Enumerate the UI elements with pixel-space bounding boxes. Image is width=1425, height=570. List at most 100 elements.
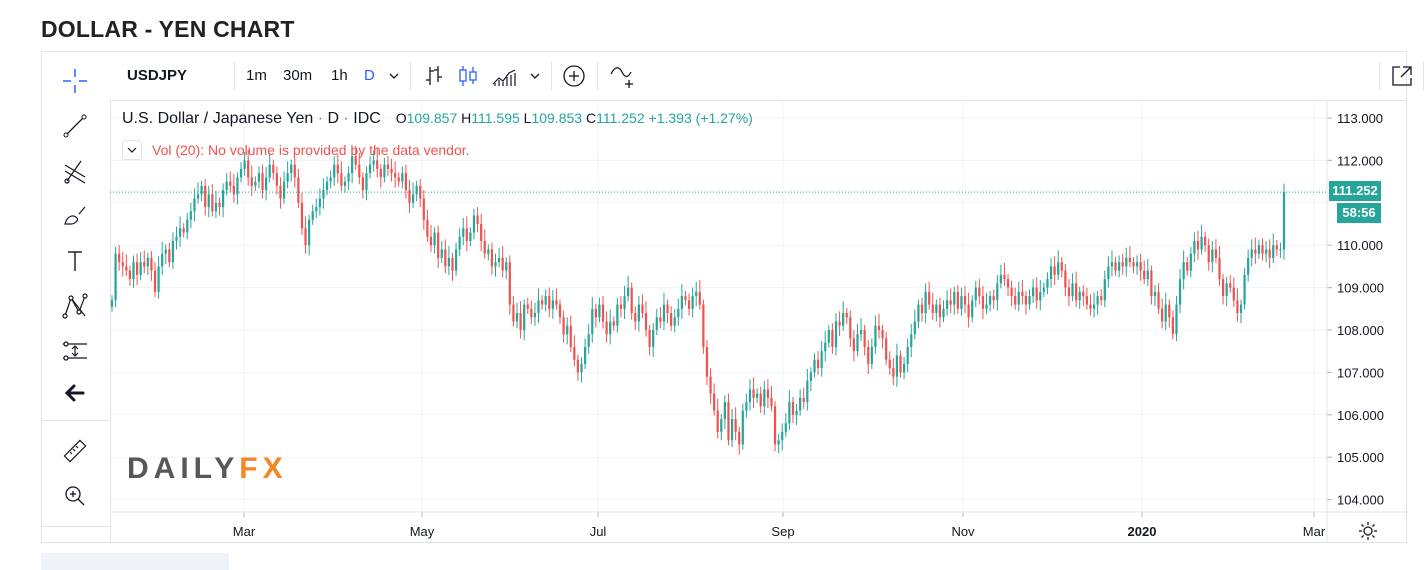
candle-body xyxy=(902,363,906,373)
candle-body xyxy=(1264,249,1268,254)
candle-body xyxy=(637,304,640,322)
x-tick-label: Jul xyxy=(590,524,607,539)
interval-1m-button[interactable]: 1m xyxy=(246,67,267,84)
candle-body xyxy=(723,402,726,420)
indicators-icon[interactable] xyxy=(491,64,519,88)
text-icon[interactable] xyxy=(56,242,94,280)
candle-body xyxy=(182,228,185,233)
y-tick-label: 108.000 xyxy=(1337,323,1384,338)
low-label: L xyxy=(523,110,532,126)
crosshair-icon[interactable] xyxy=(56,62,94,100)
candle-body xyxy=(429,236,433,246)
candle-body xyxy=(666,304,669,314)
candle-body xyxy=(756,393,759,398)
candle-body xyxy=(824,342,827,352)
ruler-icon[interactable] xyxy=(56,432,94,470)
candle-style-icon[interactable] xyxy=(456,64,480,88)
fib-retracement-icon[interactable] xyxy=(56,152,94,190)
candle-body xyxy=(1229,283,1232,288)
x-tick-label: May xyxy=(410,524,435,539)
candle-body xyxy=(300,202,304,229)
candle-body xyxy=(1204,236,1207,246)
candle-body xyxy=(1010,287,1013,297)
candle-body xyxy=(895,355,899,377)
candle-body xyxy=(974,287,977,301)
candle-body xyxy=(422,198,425,220)
popout-icon[interactable] xyxy=(1390,64,1414,88)
candle-body xyxy=(1268,249,1271,258)
candle-body xyxy=(275,173,278,186)
candle-body xyxy=(128,270,132,280)
candle-body xyxy=(648,330,651,347)
collapse-legend-icon[interactable] xyxy=(122,140,142,160)
symbol-search-button[interactable]: USDJPY xyxy=(127,67,188,84)
candle-body xyxy=(1075,283,1078,301)
candle-body xyxy=(1118,262,1121,271)
open-label: O xyxy=(395,110,407,126)
candle-body xyxy=(1032,287,1035,297)
candle-body xyxy=(1254,249,1257,254)
candle-body xyxy=(186,219,189,233)
candle-body xyxy=(827,330,830,343)
candle-body xyxy=(838,321,841,326)
candle-body xyxy=(1064,270,1067,288)
interval-dropdown-icon[interactable] xyxy=(388,71,400,83)
candle-body xyxy=(1214,249,1218,258)
interval-1h-button[interactable]: 1h xyxy=(331,67,348,84)
candle-body xyxy=(1164,304,1167,322)
candle-body xyxy=(881,330,884,339)
interval-30m-button[interactable]: 30m xyxy=(283,67,313,84)
zoom-in-icon[interactable] xyxy=(56,477,94,515)
candle-body xyxy=(358,164,361,178)
candle-body xyxy=(333,164,336,178)
candle-body xyxy=(537,300,540,314)
back-arrow-icon[interactable] xyxy=(56,374,94,412)
candle-body xyxy=(118,253,121,263)
candle-body xyxy=(795,410,798,415)
brush-icon[interactable] xyxy=(56,197,94,235)
candle-body xyxy=(1207,245,1210,263)
trend-line-icon[interactable] xyxy=(56,107,94,145)
close-value: 111.252 xyxy=(596,110,645,126)
interval-d-button[interactable]: D xyxy=(364,67,375,84)
candle-body xyxy=(322,190,325,199)
prediction-icon[interactable] xyxy=(56,332,94,370)
candle-body xyxy=(386,164,390,169)
close-label: C xyxy=(585,110,597,126)
candle-body xyxy=(1221,279,1225,297)
candle-body xyxy=(741,410,744,445)
price-chart[interactable]: 104.000 105.000 106.000 107.000 108.000 109.0… xyxy=(110,101,1408,543)
candle-body xyxy=(221,190,225,208)
candle-body xyxy=(540,300,544,305)
candle-body xyxy=(293,164,296,178)
pattern-icon[interactable] xyxy=(56,287,94,325)
settings-gear-icon[interactable] xyxy=(1355,518,1381,544)
candle-body xyxy=(487,249,490,254)
candle-body xyxy=(178,228,182,237)
candle-body xyxy=(1143,270,1146,280)
candle-body xyxy=(1189,253,1192,271)
high-value: 111.595 xyxy=(471,110,520,126)
candle-body xyxy=(634,313,637,322)
bottom-tab[interactable] xyxy=(41,553,229,570)
last-price-tag: 111.252 xyxy=(1329,181,1381,201)
symbol-name[interactable]: U.S. Dollar / Japanese Yen xyxy=(122,110,314,127)
candle-body xyxy=(214,202,218,212)
candle-body xyxy=(784,423,787,432)
candle-body xyxy=(132,262,135,280)
candle-body xyxy=(652,330,655,347)
candle-body xyxy=(161,253,164,267)
candle-body xyxy=(297,177,300,203)
candle-body xyxy=(691,296,694,309)
candle-body xyxy=(508,262,511,305)
candle-body xyxy=(748,389,752,403)
candle-body xyxy=(1150,270,1153,297)
candle-body xyxy=(709,376,712,394)
candle-body xyxy=(551,300,554,309)
add-compare-icon[interactable] xyxy=(562,64,586,88)
candle-body xyxy=(480,224,483,241)
compare-icon[interactable] xyxy=(609,64,637,88)
candle-body xyxy=(236,177,239,195)
bar-style-icon[interactable] xyxy=(422,64,446,88)
indicators-dropdown-icon[interactable] xyxy=(529,71,541,83)
